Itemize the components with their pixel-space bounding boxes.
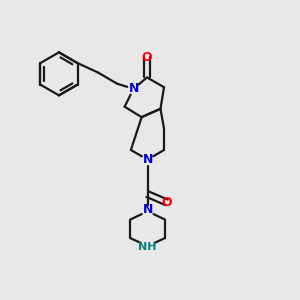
Text: O: O bbox=[161, 196, 172, 209]
Text: O: O bbox=[142, 51, 152, 64]
Text: N: N bbox=[128, 82, 139, 95]
Text: N: N bbox=[142, 153, 153, 166]
Text: N: N bbox=[142, 203, 153, 216]
Text: NH: NH bbox=[138, 242, 157, 252]
